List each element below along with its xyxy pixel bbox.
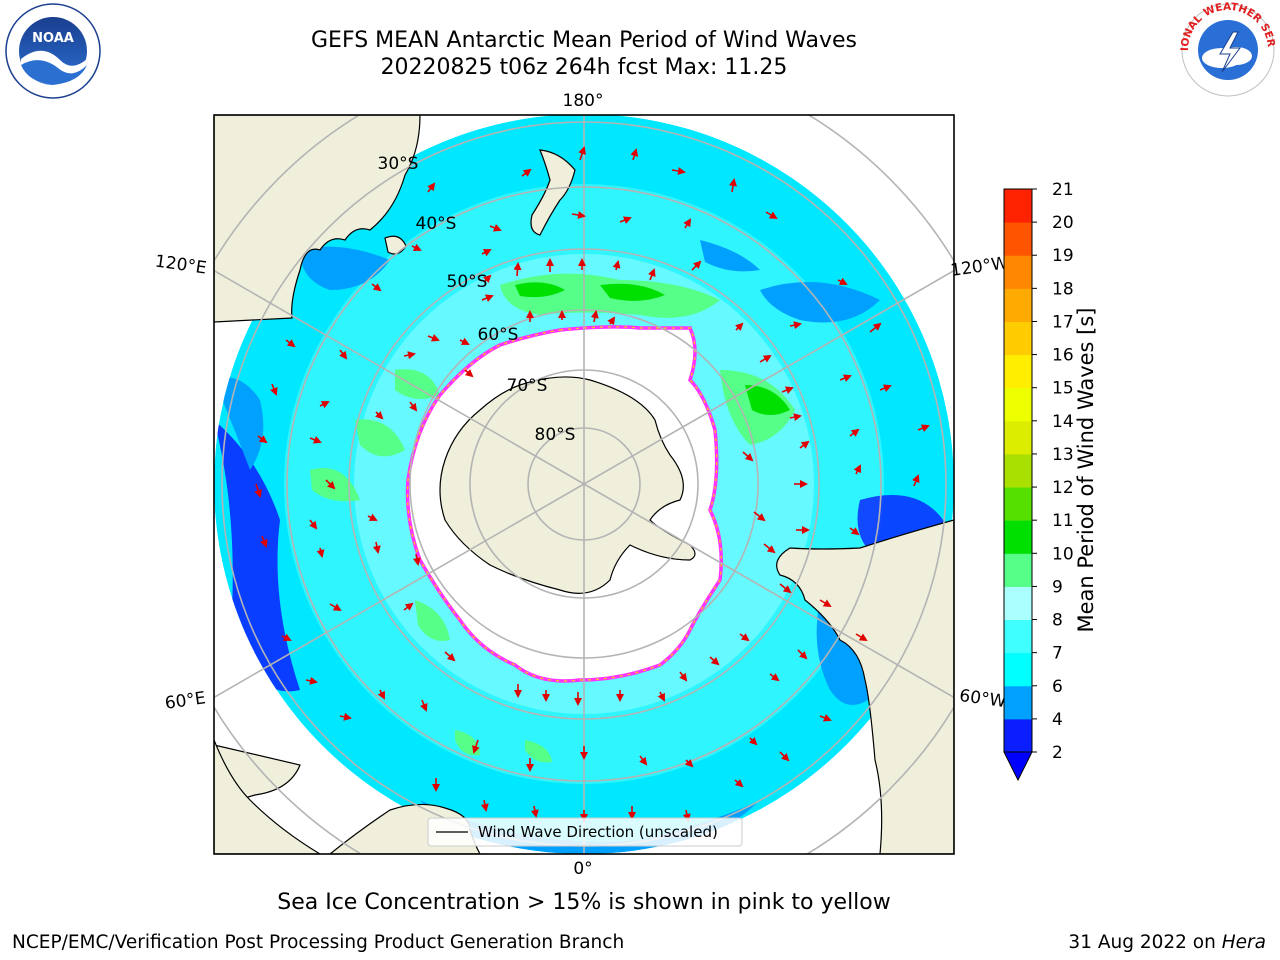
colorbar-tick-label: 7 — [1052, 644, 1063, 664]
noaa-logo: NOAA — [5, 3, 101, 99]
colorbar-tick-label: 14 — [1052, 412, 1074, 432]
colorbar-band — [1004, 487, 1032, 521]
colorbar-band — [1004, 685, 1032, 720]
colorbar-tick-label: 10 — [1052, 544, 1074, 564]
antarctica — [439, 376, 696, 594]
footer-producer: NCEP/EMC/Verification Post Processing Pr… — [12, 932, 625, 953]
footer-date: 31 Aug 2022 on Hera — [1068, 932, 1266, 953]
footer-date-text: 31 Aug 2022 on — [1068, 932, 1216, 953]
lon-label-120w: 120°W — [949, 253, 1009, 281]
lon-label-180: 180° — [563, 91, 604, 111]
colorbar-band — [1004, 222, 1032, 256]
lat-label-60s: 60°S — [478, 325, 519, 345]
svg-text:NOAA: NOAA — [32, 31, 74, 46]
colorbar-band — [1004, 619, 1032, 654]
colorbar-band — [1004, 718, 1032, 753]
lat-label-50s: 50°S — [447, 272, 488, 292]
colorbar-tick-label: 2 — [1052, 743, 1063, 763]
colorbar-band — [1004, 387, 1032, 422]
colorbar-band — [1004, 520, 1032, 554]
footer-machine: Hera — [1221, 932, 1266, 953]
colorbar-tick-label: 4 — [1052, 710, 1063, 730]
colorbar-band — [1004, 288, 1032, 322]
colorbar-band — [1004, 354, 1032, 389]
colorbar-border — [1003, 188, 1033, 753]
colorbar-band — [1004, 652, 1032, 687]
colorbar-band — [1004, 586, 1032, 621]
colorbar-band — [1004, 255, 1032, 289]
australia — [214, 115, 421, 323]
colorbar-tick-label: 12 — [1052, 478, 1074, 498]
colorbar-tick-label: 8 — [1052, 611, 1063, 631]
lon-label-60w: 60°W — [958, 686, 1007, 712]
lat-label-30s: 30°S — [378, 154, 419, 174]
colorbar-tick-label: 9 — [1052, 577, 1063, 597]
lon-label-120e: 120°E — [154, 252, 208, 279]
sea-ice-caption: Sea Ice Concentration > 15% is shown in … — [277, 890, 891, 915]
colorbar-tick-label: 6 — [1052, 677, 1063, 697]
colorbar-under-extension — [1003, 751, 1033, 782]
colorbar-tick-label: 19 — [1052, 246, 1074, 266]
south-america — [776, 519, 954, 854]
colorbar-band — [1004, 321, 1032, 356]
colorbar-tick-label: 15 — [1052, 379, 1074, 399]
nws-logo: NATIONAL WEATHER SERVICE — [1178, 2, 1277, 97]
chart-title: GEFS MEAN Antarctic Mean Period of Wind … — [311, 28, 857, 53]
colorbar-tick-label: 17 — [1052, 312, 1074, 332]
legend-label: Wind Wave Direction (unscaled) — [478, 823, 718, 841]
lat-label-80s: 80°S — [535, 425, 576, 445]
africa-east — [214, 739, 322, 854]
colorbar-band — [1004, 553, 1032, 587]
colorbar-tick-label: 11 — [1052, 511, 1074, 531]
colorbar-band — [1004, 420, 1032, 455]
colorbar-tick-label: 21 — [1052, 180, 1074, 200]
colorbar-band — [1004, 453, 1032, 488]
colorbar-tick-label: 13 — [1052, 445, 1074, 465]
new-zealand — [530, 149, 576, 236]
land-masses — [214, 115, 954, 854]
lon-label-60e: 60°E — [164, 688, 207, 713]
lat-label-70s: 70°S — [507, 376, 548, 396]
colorbar-label: Mean Period of Wind Waves [s] — [1074, 307, 1098, 633]
chart-subtitle: 20220825 t06z 264h fcst Max: 11.25 — [380, 55, 788, 80]
lon-label-0: 0° — [573, 859, 592, 879]
map-legend: Wind Wave Direction (unscaled) — [427, 817, 743, 847]
map-frame — [213, 114, 955, 855]
lat-label-40s: 40°S — [416, 214, 457, 234]
colorbar: 2 4 6 7 8 9 10 11 12 13 14 15 16 17 18 19 20 21 — [1003, 180, 1074, 782]
colorbar-tick-label: 20 — [1052, 213, 1074, 233]
wind-wave-arrows — [254, 146, 930, 822]
colorbar-tick-label: 16 — [1052, 346, 1074, 366]
colorbar-tick-label: 18 — [1052, 279, 1074, 299]
colorbar-band — [1004, 189, 1032, 223]
